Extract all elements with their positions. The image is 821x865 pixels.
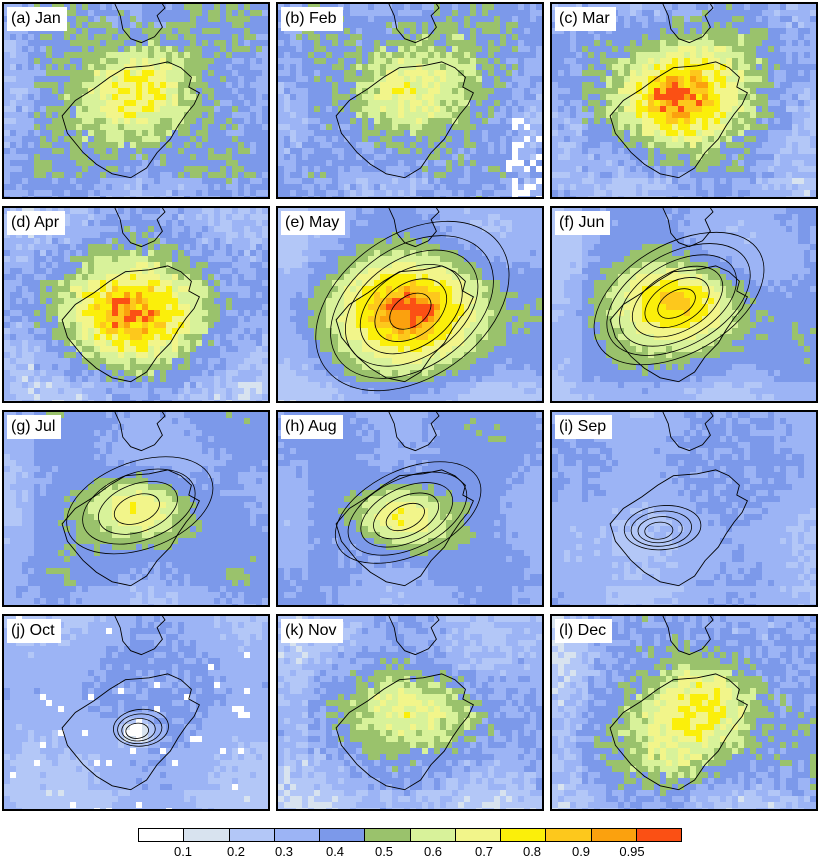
coastline xyxy=(609,412,748,587)
colorbar-swatch xyxy=(320,829,366,841)
colorbar-swatch xyxy=(274,829,320,841)
panel-title-feb: (b) Feb xyxy=(281,7,343,31)
colorbar-tick-0-9: 0.9 xyxy=(571,844,591,859)
colorbar xyxy=(138,828,682,842)
probability-field xyxy=(4,4,268,197)
colorbar-swatch xyxy=(455,829,501,841)
map-panel-feb: (b) Feb xyxy=(276,2,544,199)
probability-field xyxy=(4,208,268,401)
coastline xyxy=(61,208,200,383)
probability-field xyxy=(552,616,816,809)
colorbar-swatch xyxy=(229,829,275,841)
contour-lines xyxy=(623,505,702,551)
panel-title-sep: (i) Sep xyxy=(555,415,613,439)
colorbar-tick-0-6: 0.6 xyxy=(423,844,443,859)
panel-title-mar: (c) Mar xyxy=(555,7,616,31)
probability-field xyxy=(278,616,542,809)
map-canvas-jan xyxy=(4,4,268,197)
map-panel-may: (e) May xyxy=(276,206,544,403)
panel-title-nov: (k) Nov xyxy=(281,619,343,643)
panel-title-oct: (j) Oct xyxy=(7,619,61,643)
map-panel-apr: (d) Apr xyxy=(2,206,270,403)
map-panel-mar: (c) Mar xyxy=(550,2,818,199)
colorbar-swatch xyxy=(591,829,637,841)
probability-field xyxy=(4,412,268,605)
colorbar-tick-0-4: 0.4 xyxy=(325,844,345,859)
map-canvas-may xyxy=(278,208,542,401)
map-canvas-mar xyxy=(552,4,816,197)
coastline xyxy=(609,208,748,383)
panel-title-aug: (h) Aug xyxy=(281,415,343,439)
colorbar-tick-0-2: 0.2 xyxy=(226,844,246,859)
panel-title-dec: (l) Dec xyxy=(555,619,613,643)
map-panel-dec: (l) Dec xyxy=(550,614,818,811)
colorbar-tick-0-1: 0.1 xyxy=(173,844,193,859)
colorbar-swatch xyxy=(139,829,185,841)
coastline xyxy=(335,616,474,791)
contour-lines xyxy=(315,220,510,392)
colorbar-swatch xyxy=(546,829,592,841)
map-panel-aug: (h) Aug xyxy=(276,410,544,607)
colorbar-swatch xyxy=(501,829,547,841)
coastline xyxy=(61,616,200,791)
contour-lines xyxy=(334,461,482,564)
colorbar-tick-0-3: 0.3 xyxy=(274,844,294,859)
colorbar-tick-0-7: 0.7 xyxy=(474,844,494,859)
colorbar-swatch xyxy=(636,829,681,841)
panel-title-jun: (f) Jun xyxy=(555,211,611,235)
map-canvas-nov xyxy=(278,616,542,809)
map-panel-jan: (a) Jan xyxy=(2,2,270,199)
contour-lines xyxy=(66,456,214,555)
probability-field xyxy=(278,4,542,197)
coastline xyxy=(335,208,474,383)
contour-lines xyxy=(593,231,765,366)
coastline xyxy=(335,412,474,587)
probability-field xyxy=(278,208,542,401)
colorbar-tick-0-95: 0.95 xyxy=(619,844,645,859)
panel-title-jul: (g) Jul xyxy=(7,415,62,439)
map-canvas-aug xyxy=(278,412,542,605)
map-canvas-apr xyxy=(4,208,268,401)
map-panel-jul: (g) Jul xyxy=(2,410,270,607)
colorbar-tick-0-8: 0.8 xyxy=(522,844,542,859)
coastline xyxy=(61,4,200,179)
colorbar-swatch xyxy=(365,829,411,841)
colorbar-swatch xyxy=(184,829,230,841)
map-canvas-sep xyxy=(552,412,816,605)
map-canvas-oct xyxy=(4,616,268,809)
map-panel-jun: (f) Jun xyxy=(550,206,818,403)
map-canvas-feb xyxy=(278,4,542,197)
coastline xyxy=(335,4,474,179)
panel-title-may: (e) May xyxy=(281,211,346,235)
coastline xyxy=(609,616,748,791)
map-panel-oct: (j) Oct xyxy=(2,614,270,811)
colorbar-tick-0-5: 0.5 xyxy=(374,844,394,859)
map-canvas-dec xyxy=(552,616,816,809)
colorbar-swatch xyxy=(410,829,456,841)
panel-title-apr: (d) Apr xyxy=(7,211,66,235)
map-panel-sep: (i) Sep xyxy=(550,410,818,607)
probability-field xyxy=(4,616,268,809)
map-canvas-jun xyxy=(552,208,816,401)
contour-lines xyxy=(113,708,169,747)
panel-title-jan: (a) Jan xyxy=(7,7,67,31)
probability-field xyxy=(552,4,816,197)
probability-field xyxy=(278,412,542,605)
coastline xyxy=(61,412,200,587)
map-canvas-jul xyxy=(4,412,268,605)
map-panel-nov: (k) Nov xyxy=(276,614,544,811)
coastline xyxy=(609,4,748,179)
